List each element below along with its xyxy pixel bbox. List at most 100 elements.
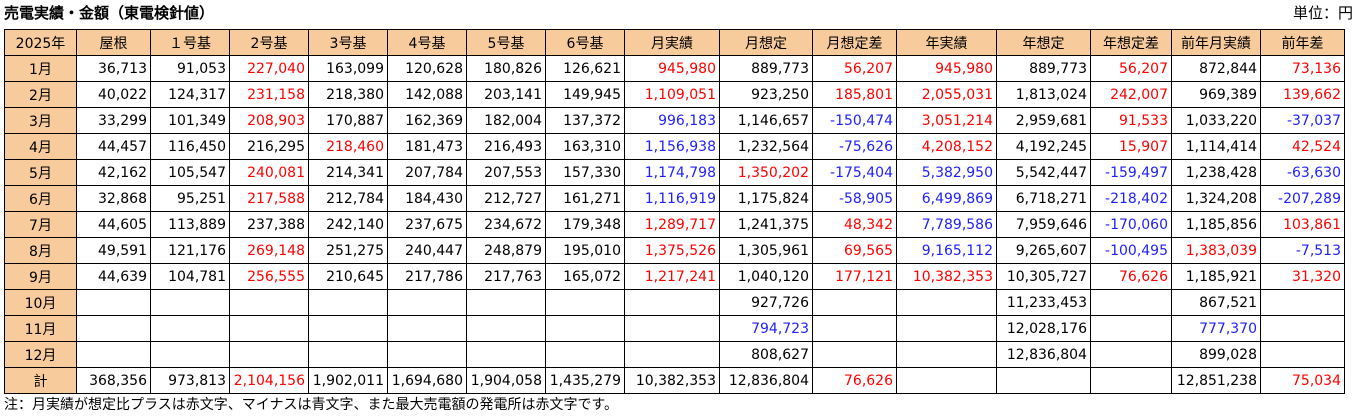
table-cell: 1,241,375 xyxy=(719,211,813,238)
unit-label: 単位：円 xyxy=(1292,4,1353,22)
table-cell: 181,473 xyxy=(387,133,467,160)
column-header: 前年差 xyxy=(1260,29,1345,56)
table-cell: 10,382,353 xyxy=(624,367,720,394)
column-header: 前年月実績 xyxy=(1171,29,1261,56)
table-cell: 1,040,120 xyxy=(719,263,813,290)
table-cell: 182,004 xyxy=(466,107,546,134)
table-cell: 927,726 xyxy=(719,289,813,316)
table-cell: 1,289,717 xyxy=(624,211,720,238)
table-cell: 103,861 xyxy=(1260,211,1345,238)
table-cell: 1,305,961 xyxy=(719,237,813,264)
table-row: 11月 794,723 12,028,176 777,370 xyxy=(4,315,1345,342)
table-cell: -207,289 xyxy=(1260,185,1345,212)
table-cell xyxy=(308,315,388,342)
table-cell xyxy=(76,341,151,368)
table-cell xyxy=(624,341,720,368)
table-cell: 33,299 xyxy=(76,107,151,134)
row-label: 12月 xyxy=(4,341,77,368)
table-cell: 42,524 xyxy=(1260,133,1345,160)
table-cell: 4,192,245 xyxy=(996,133,1091,160)
table-cell: 867,521 xyxy=(1171,289,1261,316)
table-cell: 5,542,447 xyxy=(996,159,1091,186)
column-header: 5号基 xyxy=(466,29,546,56)
table-cell: -218,402 xyxy=(1090,185,1172,212)
table-cell: 945,980 xyxy=(896,55,997,82)
column-header: 2号基 xyxy=(229,29,309,56)
table-row: 10月 927,726 11,233,453 867,521 xyxy=(4,289,1345,316)
table-cell xyxy=(896,289,997,316)
table-cell: -37,037 xyxy=(1260,107,1345,134)
table-cell xyxy=(1260,289,1345,316)
table-cell: 1,175,824 xyxy=(719,185,813,212)
table-cell: 207,553 xyxy=(466,159,546,186)
table-cell: 163,310 xyxy=(545,133,625,160)
row-label: 6月 xyxy=(4,185,77,212)
table-cell: 777,370 xyxy=(1171,315,1261,342)
table-cell: 1,324,208 xyxy=(1171,185,1261,212)
column-header: 月想定差 xyxy=(812,29,897,56)
table-cell xyxy=(466,315,546,342)
table-cell: 195,010 xyxy=(545,237,625,264)
table-cell xyxy=(1260,341,1345,368)
table-cell: 142,088 xyxy=(387,81,467,108)
table-row: 12月 808,627 12,836,804 899,028 xyxy=(4,341,1345,368)
table-cell: -58,905 xyxy=(812,185,897,212)
row-label: 計 xyxy=(4,367,77,394)
table-cell: 76,626 xyxy=(812,367,897,394)
table-cell: 269,148 xyxy=(229,237,309,264)
table-cell: 31,320 xyxy=(1260,263,1345,290)
table-cell: 2,959,681 xyxy=(996,107,1091,134)
table-cell xyxy=(229,289,309,316)
table-cell: 10,305,727 xyxy=(996,263,1091,290)
table-cell xyxy=(1090,315,1172,342)
page-title: 売電実績・金額（東電検針値） xyxy=(4,4,215,22)
table-cell: 203,141 xyxy=(466,81,546,108)
row-label: 3月 xyxy=(4,107,77,134)
table-cell xyxy=(812,289,897,316)
table-row: 2月 40,022 124,317 231,158 218,380 142,088 203,… xyxy=(4,81,1345,108)
table-cell: 69,565 xyxy=(812,237,897,264)
table-cell: 1,185,856 xyxy=(1171,211,1261,238)
table-cell: 161,271 xyxy=(545,185,625,212)
table-cell: 48,342 xyxy=(812,211,897,238)
table-cell: 10,382,353 xyxy=(896,263,997,290)
table-cell: 207,784 xyxy=(387,159,467,186)
table-cell: 9,265,607 xyxy=(996,237,1091,264)
table-row: 計 368,356 973,813 2,104,156 1,902,011 1,694,6… xyxy=(4,367,1345,394)
table-cell: 210,645 xyxy=(308,263,388,290)
table-cell xyxy=(308,341,388,368)
table-cell: 1,217,241 xyxy=(624,263,720,290)
table-cell: 969,389 xyxy=(1171,81,1261,108)
table-row: 8月 49,591 121,176 269,148 251,275 240,447 248,… xyxy=(4,237,1345,264)
table-cell xyxy=(896,341,997,368)
table-cell xyxy=(545,341,625,368)
table-cell: -75,626 xyxy=(812,133,897,160)
table-cell: 95,251 xyxy=(150,185,230,212)
row-label: 9月 xyxy=(4,263,77,290)
table-cell: 170,887 xyxy=(308,107,388,134)
table-cell: 104,781 xyxy=(150,263,230,290)
row-label: 10月 xyxy=(4,289,77,316)
table-cell: 1,146,657 xyxy=(719,107,813,134)
row-label: 1月 xyxy=(4,55,77,82)
table-cell: -7,513 xyxy=(1260,237,1345,264)
table-cell: 12,028,176 xyxy=(996,315,1091,342)
table-cell xyxy=(812,315,897,342)
table-cell xyxy=(76,315,151,342)
table-cell: 217,786 xyxy=(387,263,467,290)
table-cell: 217,588 xyxy=(229,185,309,212)
table-cell xyxy=(150,315,230,342)
table-cell: 242,140 xyxy=(308,211,388,238)
table-cell: 231,158 xyxy=(229,81,309,108)
row-label: 4月 xyxy=(4,133,77,160)
table-cell: 76,626 xyxy=(1090,263,1172,290)
table-cell: 1,174,798 xyxy=(624,159,720,186)
table-cell xyxy=(624,315,720,342)
table-cell xyxy=(996,367,1091,394)
table-cell: 923,250 xyxy=(719,81,813,108)
table-cell: 40,022 xyxy=(76,81,151,108)
table-cell: 2,055,031 xyxy=(896,81,997,108)
table-cell: -159,497 xyxy=(1090,159,1172,186)
table-cell: 242,007 xyxy=(1090,81,1172,108)
table-cell: 44,457 xyxy=(76,133,151,160)
